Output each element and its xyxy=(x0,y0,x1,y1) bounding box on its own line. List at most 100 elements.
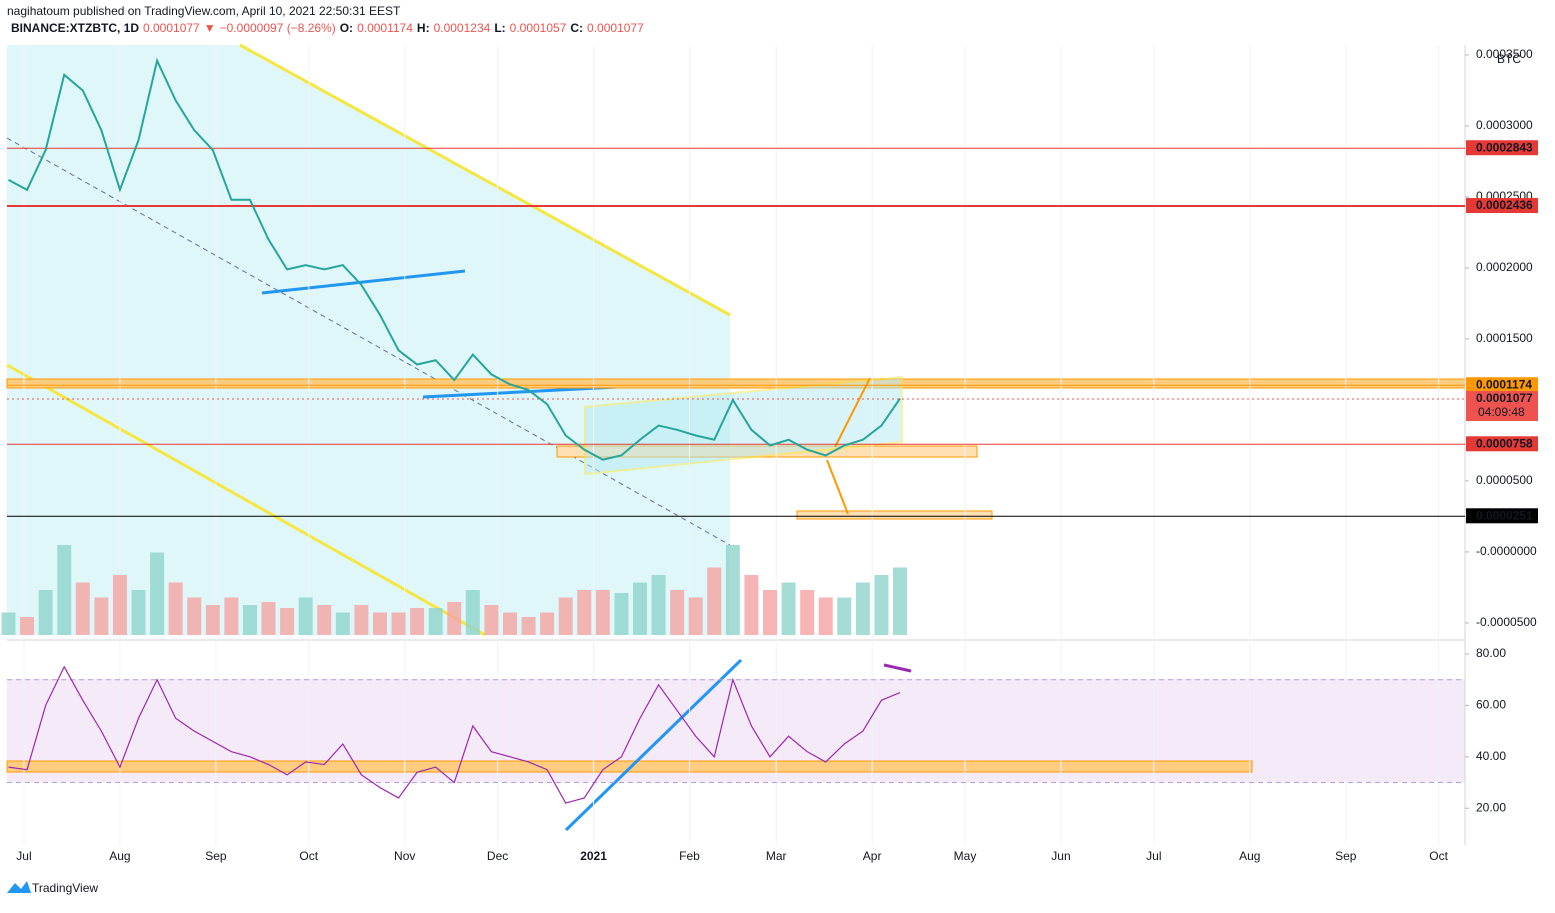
price-label-bg xyxy=(1466,391,1538,421)
price-label-bg xyxy=(1466,140,1538,156)
price-label: 0.0000758 xyxy=(1476,436,1533,450)
x-tick-label: Mar xyxy=(766,849,787,863)
rsi-line xyxy=(8,665,901,804)
volume-bar xyxy=(298,597,313,635)
volume-bar xyxy=(855,582,870,635)
volume-bar xyxy=(280,608,295,635)
volume-bar xyxy=(354,605,369,635)
volume-bar xyxy=(502,612,517,635)
volume-bar xyxy=(465,590,480,635)
price-label-bg xyxy=(1466,198,1538,214)
y-tick-label: 0.0003500 xyxy=(1476,47,1533,61)
volume-bar xyxy=(150,552,165,635)
y-tick-label: 0.0000500 xyxy=(1476,473,1533,487)
x-tick-label: Oct xyxy=(1429,849,1448,863)
price-label: 0.0002843 xyxy=(1476,140,1533,154)
trendline xyxy=(6,363,486,637)
header-field: L: xyxy=(494,21,505,35)
price-label: 0.0001174 xyxy=(1476,377,1532,391)
header-field: O: xyxy=(340,21,353,35)
volume-bar xyxy=(800,590,815,635)
rsi-tick-label: 80.00 xyxy=(1476,646,1506,660)
volume-bar xyxy=(651,575,666,635)
x-tick-label: Aug xyxy=(109,849,130,863)
volume-bar xyxy=(205,605,220,635)
volume-bar xyxy=(94,597,109,635)
x-tick-label: Apr xyxy=(863,849,882,863)
volume-bar xyxy=(484,605,499,635)
volume-bar xyxy=(428,608,443,635)
volume-bar xyxy=(595,590,610,635)
volume-bar xyxy=(261,602,276,635)
y-tick-label: 0.0003000 xyxy=(1476,118,1533,132)
volume-bar xyxy=(57,545,72,635)
brand-logo xyxy=(7,881,31,893)
x-tick-label: Dec xyxy=(487,849,508,863)
y-tick-label: -0.0000500 xyxy=(1476,615,1537,629)
trendline xyxy=(261,269,466,295)
x-tick-label: Sep xyxy=(205,849,227,863)
volume-bar xyxy=(335,612,350,635)
volume-bar xyxy=(242,605,257,635)
volume-bar xyxy=(75,582,90,635)
volume-bar xyxy=(391,612,406,635)
x-tick-label: Jul xyxy=(16,849,31,863)
volume-bar xyxy=(893,567,908,635)
volume-bar xyxy=(744,575,759,635)
x-tick-label: Jul xyxy=(1146,849,1161,863)
price-label-bg xyxy=(1466,377,1538,393)
volume-bar xyxy=(688,597,703,635)
volume-bar xyxy=(577,590,592,635)
zone xyxy=(6,378,1466,389)
x-tick-label: Jun xyxy=(1051,849,1070,863)
volume-bar xyxy=(540,612,555,635)
trendline xyxy=(564,658,743,832)
price-label: 0.0001077 xyxy=(1476,391,1533,405)
volume-bar xyxy=(447,602,462,635)
price-label-bg xyxy=(1466,508,1538,524)
volume-bar xyxy=(20,617,35,635)
header-field: ▼ xyxy=(204,21,216,35)
volume-bar xyxy=(614,593,629,635)
price-label: 0.0000251 xyxy=(1476,508,1533,522)
volume-bar xyxy=(632,582,647,635)
price-label-bg xyxy=(1466,436,1538,452)
volume-bar xyxy=(38,590,53,635)
rsi-tick-label: 20.00 xyxy=(1476,800,1506,814)
y-tick-label: 0.0001500 xyxy=(1476,331,1533,345)
y-tick-label: -0.0000000 xyxy=(1476,544,1537,558)
x-tick-label: 2021 xyxy=(580,849,607,863)
x-tick-label: Aug xyxy=(1239,849,1260,863)
header-field: C: xyxy=(570,21,583,35)
header-field: 0.0001234 xyxy=(434,21,491,35)
volume-bar xyxy=(112,575,127,635)
volume-bar xyxy=(707,567,722,635)
volume-bar xyxy=(317,605,332,635)
volume-bar xyxy=(837,597,852,635)
y-tick-label: 0.0002000 xyxy=(1476,260,1533,274)
trendline xyxy=(422,385,618,399)
volume-bar xyxy=(131,590,146,635)
brand: TradingView xyxy=(32,881,98,895)
volume-bar xyxy=(725,545,740,635)
volume-bar xyxy=(818,597,833,635)
volume-bar xyxy=(410,608,425,635)
x-tick-label: Nov xyxy=(394,849,415,863)
volume-bar xyxy=(1,612,16,635)
arrow xyxy=(834,377,871,448)
currency: BTC xyxy=(1497,52,1521,66)
header-field: 0.0001174 xyxy=(357,21,413,35)
volume-bar xyxy=(763,590,778,635)
header-field: 0.0001057 xyxy=(510,21,567,35)
x-tick-label: May xyxy=(954,849,977,863)
header-field: H: xyxy=(417,21,430,35)
volume-bar xyxy=(670,590,685,635)
price-label: 0.0002436 xyxy=(1476,198,1533,212)
channel-fill xyxy=(7,45,730,635)
rising-channel xyxy=(584,375,903,476)
header-field: 0.0001077 xyxy=(587,21,644,35)
price-line xyxy=(8,57,901,461)
rsi-tick-label: 60.00 xyxy=(1476,698,1506,712)
